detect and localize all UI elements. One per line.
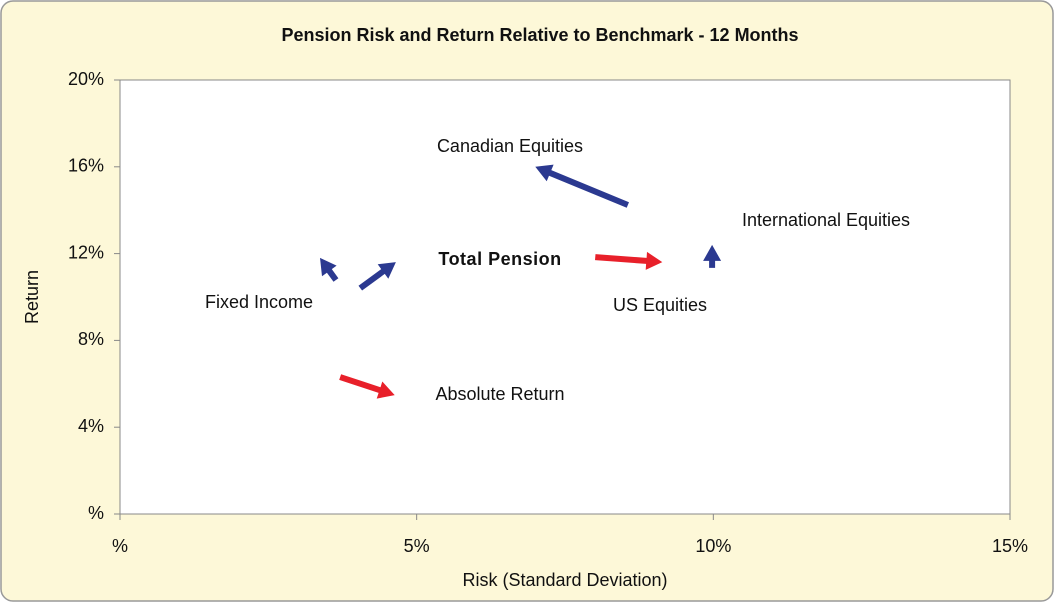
y-tick-label: % [88,503,104,523]
point-label: US Equities [613,295,707,315]
arrow [703,244,722,268]
arrow [535,164,629,208]
point-label: Fixed Income [205,292,313,312]
y-tick-label: 4% [78,416,104,436]
arrow [339,374,395,399]
x-tick-label: 10% [695,536,731,556]
y-tick-label: 8% [78,329,104,349]
x-tick-label: % [112,536,128,556]
y-axis-label: Return [22,270,42,324]
y-tick-label: 16% [68,156,104,176]
chart-title: Pension Risk and Return Relative to Benc… [281,25,798,45]
y-tick-label: 12% [68,242,104,262]
y-tick-label: 20% [68,69,104,89]
point-label: International Equities [742,210,910,230]
arrow [320,257,339,282]
x-tick-label: 15% [992,536,1028,556]
point-label: Absolute Return [435,384,564,404]
point-label: Total Pension [438,249,561,269]
plot-area [119,79,1011,515]
arrow [358,262,396,291]
point-label: Canadian Equities [437,136,583,156]
arrow [595,251,663,270]
x-axis-label: Risk (Standard Deviation) [462,570,667,590]
x-tick-label: 5% [404,536,430,556]
